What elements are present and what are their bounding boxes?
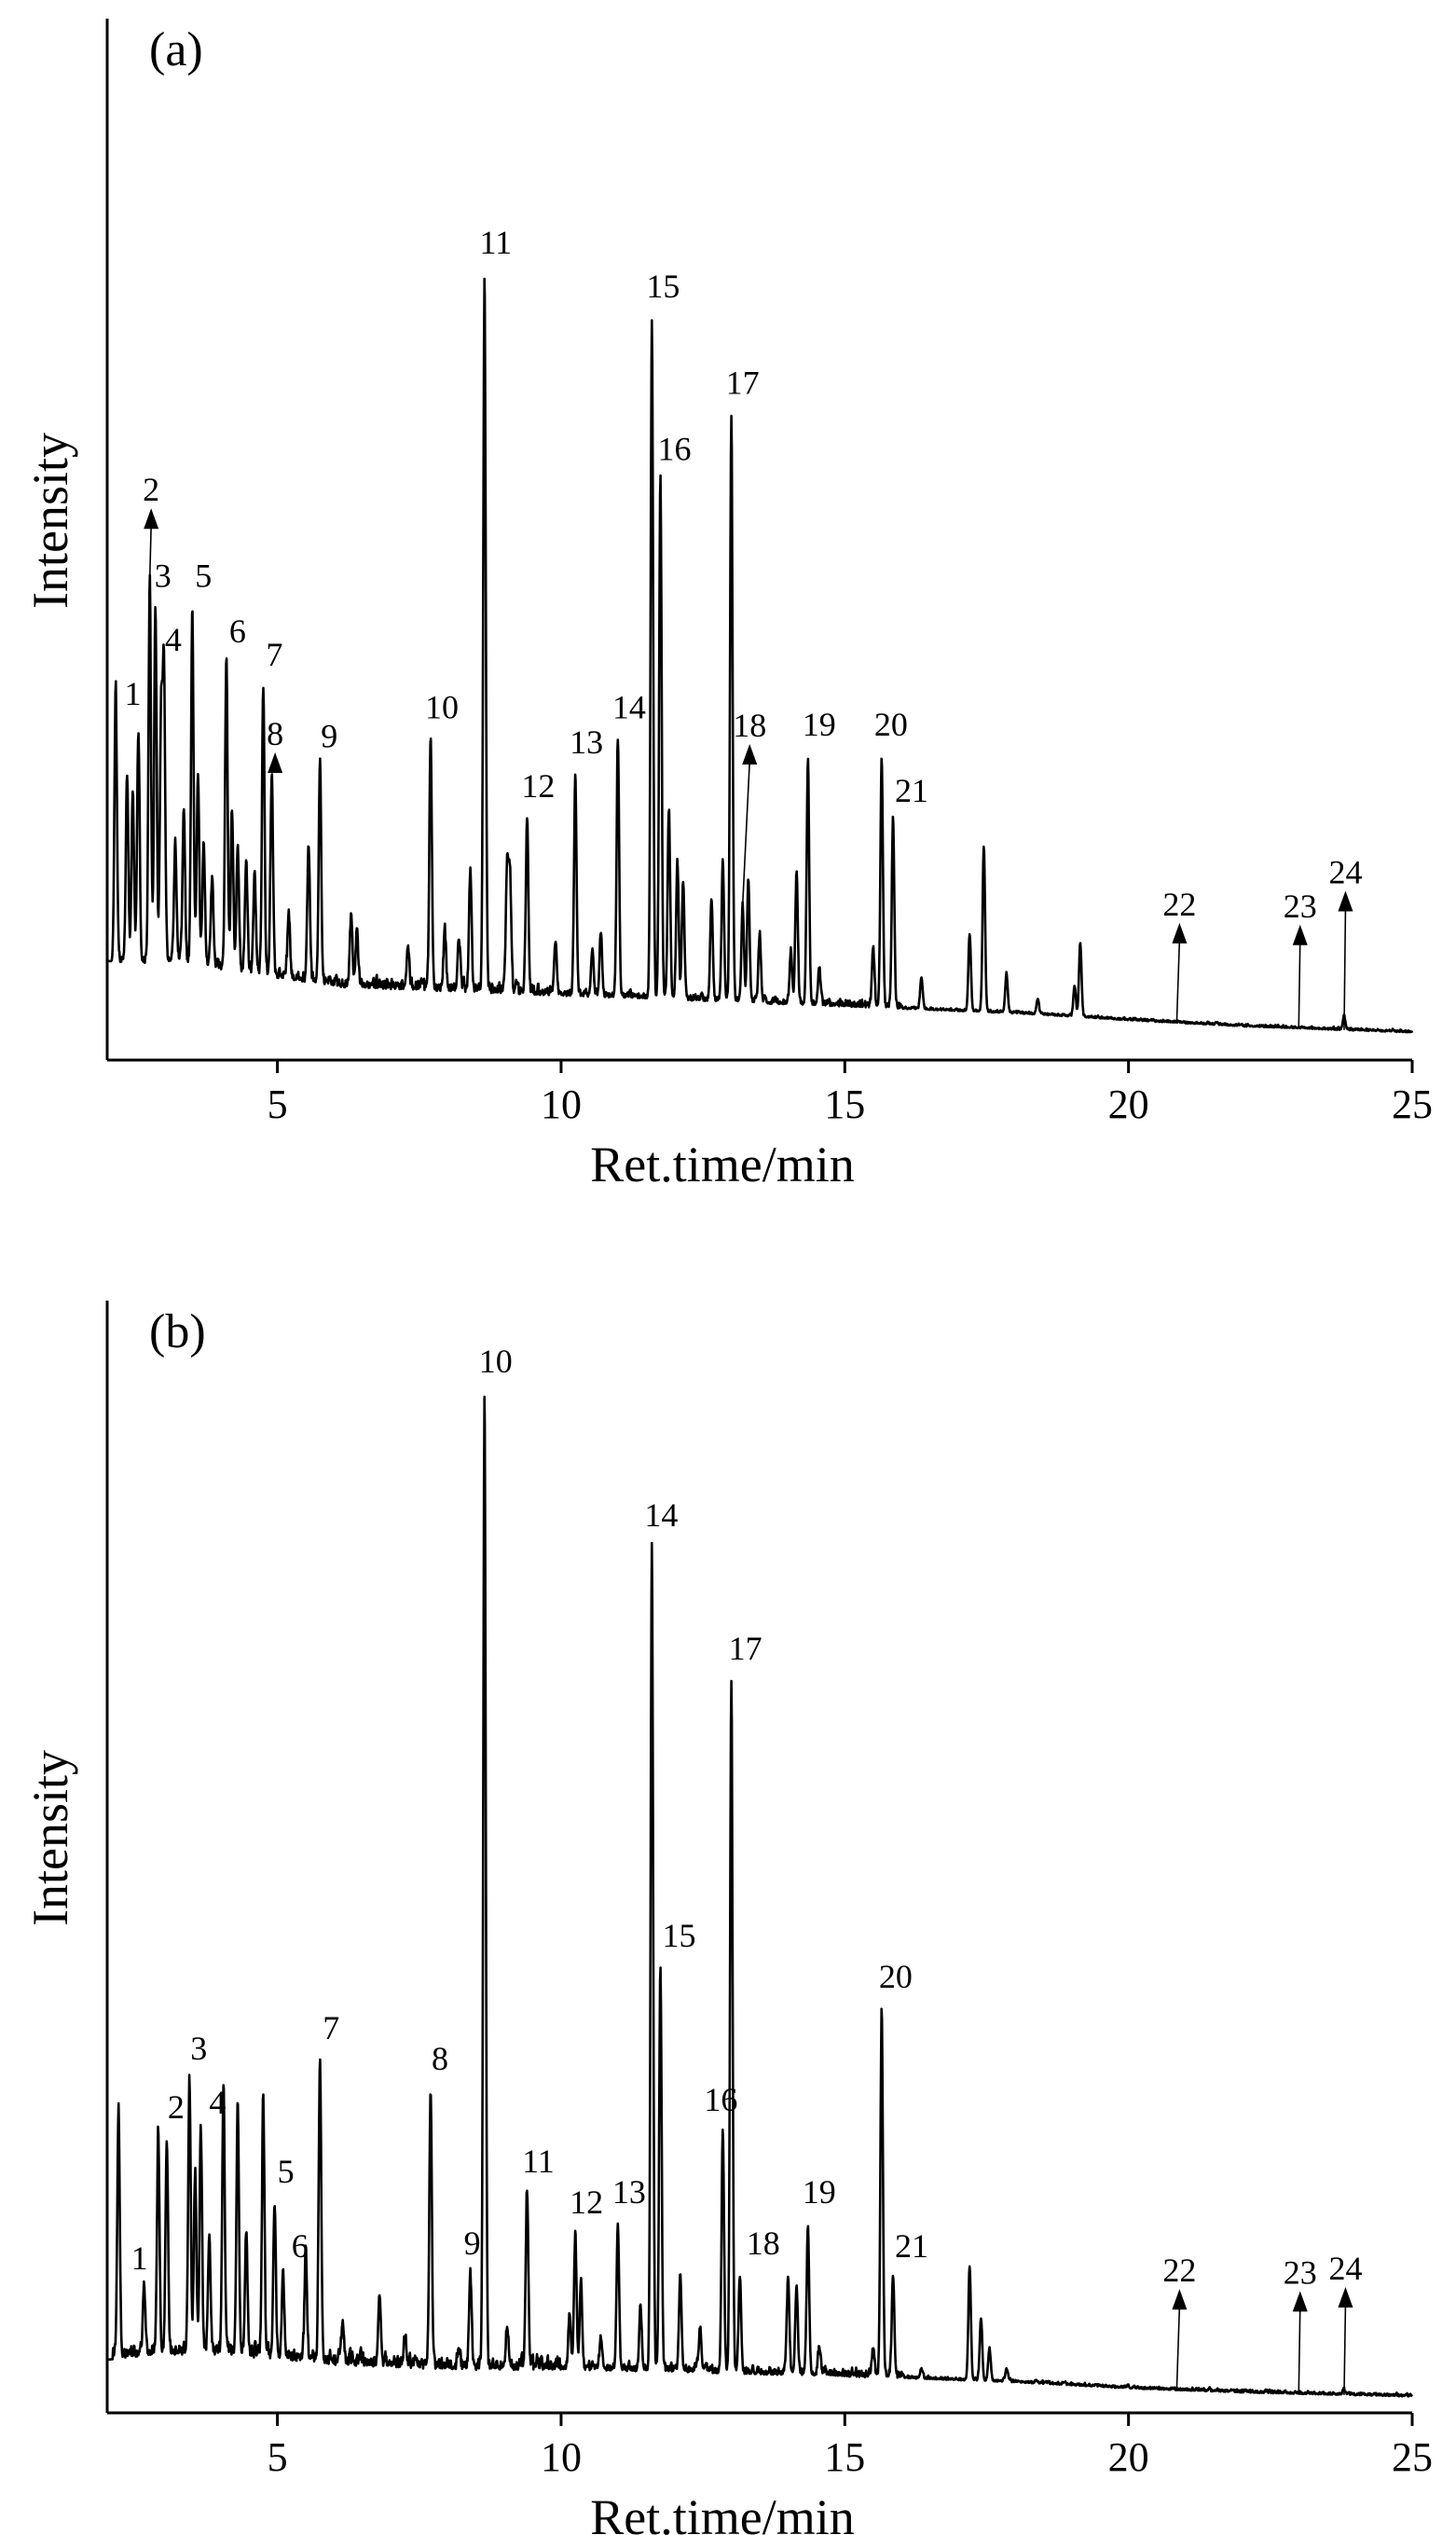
peak-arrow-line bbox=[1298, 941, 1301, 1029]
peak-label: 14 bbox=[644, 1496, 678, 1534]
peak-arrow-head bbox=[1172, 2289, 1188, 2310]
peak-arrow-head bbox=[144, 508, 159, 530]
peak-label: 3 bbox=[155, 557, 172, 594]
peak-arrow-line bbox=[1343, 907, 1347, 1030]
peak-label: 19 bbox=[803, 706, 836, 743]
panel-label: (b) bbox=[149, 1305, 206, 1358]
peak-arrow-head bbox=[1292, 2291, 1308, 2312]
x-tick-label: 5 bbox=[268, 1082, 288, 1127]
peak-label: 7 bbox=[323, 2009, 339, 2046]
peak-arrow-line bbox=[1298, 2308, 1301, 2394]
peak-arrow-line bbox=[148, 525, 152, 581]
peak-label: 14 bbox=[612, 688, 646, 725]
peak-label: 8 bbox=[432, 2040, 448, 2077]
peak-label: 9 bbox=[464, 2225, 481, 2262]
chart-panel-a: 5 10 15 20 25Ret.time/minIntensity(a)1234567… bbox=[22, 19, 1433, 1192]
chart-panel-b: 5 10 15 20 25Ret.time/minIntensity(b)1234567… bbox=[22, 1301, 1433, 2535]
peak-label: 8 bbox=[267, 715, 283, 752]
peak-label: 6 bbox=[229, 613, 246, 650]
peak-arrow-line bbox=[1175, 2306, 1181, 2390]
x-tick-label: 20 bbox=[1108, 2434, 1149, 2480]
peak-label: 22 bbox=[1162, 2252, 1196, 2289]
peak-label: 1 bbox=[124, 675, 141, 712]
peak-label: 15 bbox=[662, 1917, 695, 1954]
peak-label: 24 bbox=[1328, 2250, 1362, 2287]
x-axis-label: Ret.time/min bbox=[590, 2489, 854, 2535]
peak-label: 15 bbox=[646, 268, 680, 305]
peak-label: 23 bbox=[1284, 888, 1317, 925]
peak-arrow-head bbox=[1292, 924, 1308, 945]
peak-label: 7 bbox=[266, 636, 282, 673]
peak-arrow-head bbox=[1338, 890, 1353, 912]
peak-label: 22 bbox=[1162, 886, 1196, 923]
x-tick-label: 5 bbox=[268, 2434, 288, 2480]
peak-label: 2 bbox=[168, 2088, 185, 2126]
peak-label: 10 bbox=[479, 1343, 513, 1380]
peak-label: 16 bbox=[704, 2081, 737, 2118]
peak-label: 3 bbox=[190, 2030, 207, 2067]
peak-label: 11 bbox=[479, 224, 512, 261]
peak-arrow-head bbox=[268, 752, 283, 773]
peak-label: 18 bbox=[747, 2225, 780, 2262]
x-tick-label: 25 bbox=[1392, 1082, 1433, 1127]
peak-label: 19 bbox=[803, 2173, 836, 2211]
peak-label: 24 bbox=[1328, 854, 1362, 891]
x-tick-label: 25 bbox=[1392, 2434, 1433, 2480]
peak-label: 17 bbox=[729, 1630, 762, 1667]
peak-label: 9 bbox=[321, 718, 337, 755]
peak-label: 11 bbox=[522, 2142, 555, 2180]
x-tick-label: 20 bbox=[1108, 1082, 1149, 1127]
peak-label: 18 bbox=[733, 707, 766, 744]
chromatogram-trace bbox=[105, 277, 1414, 1040]
x-tick-label: 10 bbox=[541, 1082, 582, 1127]
peak-arrow-line bbox=[1343, 2303, 1347, 2395]
peak-label: 20 bbox=[879, 1958, 913, 1995]
peak-arrow-line bbox=[1175, 939, 1181, 1024]
peak-label: 12 bbox=[521, 767, 555, 805]
x-tick-label: 10 bbox=[541, 2434, 582, 2480]
peak-label: 5 bbox=[278, 2153, 295, 2190]
peak-label: 20 bbox=[874, 706, 908, 743]
peak-label: 13 bbox=[570, 723, 603, 761]
peak-arrow-line bbox=[741, 760, 751, 905]
peak-label: 23 bbox=[1284, 2253, 1317, 2291]
peak-label: 6 bbox=[292, 2227, 309, 2265]
chromatogram-trace bbox=[105, 1395, 1413, 2401]
peak-label: 1 bbox=[131, 2239, 148, 2277]
y-axis-label: Intensity bbox=[22, 433, 78, 609]
x-tick-label: 15 bbox=[824, 2434, 865, 2480]
x-axis-label: Ret.time/min bbox=[590, 1137, 854, 1192]
peak-label: 10 bbox=[425, 688, 459, 725]
peak-label: 12 bbox=[570, 2184, 603, 2221]
panel-label: (a) bbox=[149, 23, 203, 76]
peak-arrow-head bbox=[1172, 922, 1188, 944]
peak-label: 5 bbox=[195, 557, 212, 594]
peak-label: 16 bbox=[657, 430, 691, 467]
peak-arrow-head bbox=[742, 744, 758, 765]
peak-label: 4 bbox=[165, 621, 182, 658]
peak-label: 4 bbox=[209, 2084, 226, 2121]
peak-label: 21 bbox=[895, 2227, 928, 2265]
peak-label: 13 bbox=[612, 2173, 646, 2211]
peak-arrow-head bbox=[1338, 2287, 1353, 2308]
peak-label: 17 bbox=[726, 365, 760, 402]
x-tick-label: 15 bbox=[824, 1082, 865, 1127]
peak-label: 21 bbox=[895, 772, 928, 809]
peak-label: 2 bbox=[143, 471, 159, 508]
y-axis-label: Intensity bbox=[22, 1750, 78, 1926]
